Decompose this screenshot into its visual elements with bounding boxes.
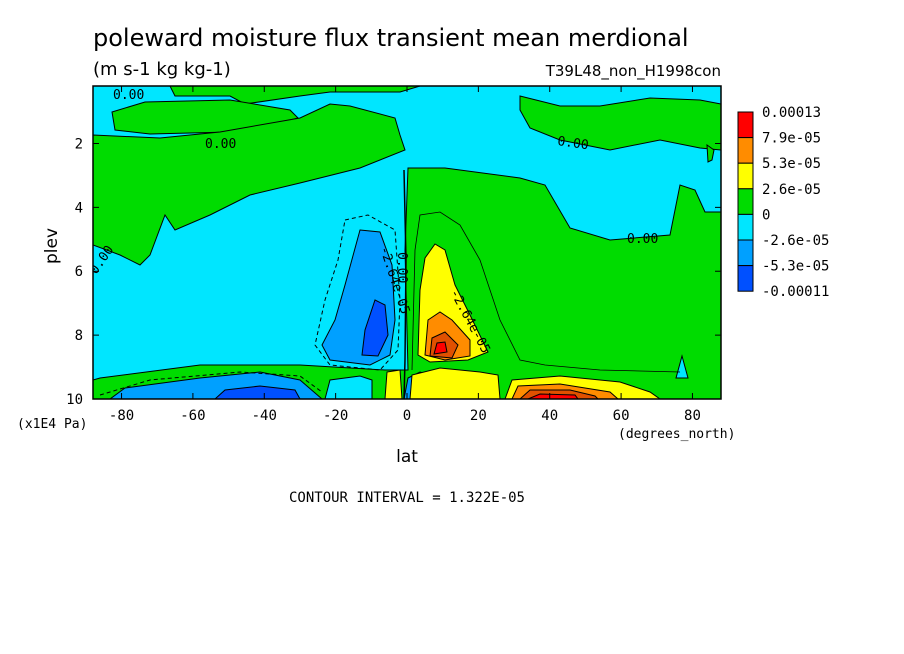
chart-title: poleward moisture flux transient mean me…: [93, 24, 689, 52]
y-axis-label: plev: [42, 228, 62, 264]
x-tick-label: -40: [252, 408, 277, 424]
y-tick-label: 2: [75, 136, 83, 152]
x-tick-label: 60: [613, 408, 630, 424]
legend-swatch: [737, 162, 754, 190]
cyan-spike-right: [675, 354, 689, 379]
x-tick-label: 40: [541, 408, 558, 424]
y-tick-label: 8: [75, 328, 83, 344]
equator-line: [403, 169, 407, 399]
contour-label: 0.00: [394, 252, 409, 283]
legend-swatch: [737, 239, 754, 267]
y-tick-label: 6: [75, 264, 83, 280]
cyan-equator-lower: [324, 375, 373, 399]
yellow-band-lower: [409, 367, 501, 399]
yellow-pocket-equator: [384, 369, 403, 399]
color-legend: 0.00013 7.9e-05 5.3e-05 2.6e-05 0 -2.6e-05 -5.…: [737, 105, 829, 300]
contour-label: 0.00: [205, 137, 236, 152]
legend-swatch: [737, 111, 754, 139]
x-tick-label: 0: [403, 408, 411, 424]
chart-subtitle: (m s-1 kg kg-1): [93, 59, 231, 80]
legend-label: 7.9e-05: [762, 131, 821, 147]
contour-label: 0.00: [627, 232, 658, 247]
x-tick-label: 20: [470, 408, 487, 424]
thin-contour-right: [411, 211, 681, 373]
contour-label: 0.00: [556, 134, 589, 153]
run-label: T39L48_non_H1998con: [545, 62, 721, 81]
green-band-left: [93, 103, 406, 266]
contour-interval: CONTOUR INTERVAL = 1.322E-05: [289, 490, 525, 506]
legend-label: 0.00013: [762, 105, 821, 121]
legend-label: 0: [762, 207, 770, 223]
red-band-mid: [527, 393, 579, 399]
contour-label: 0.00: [113, 88, 144, 103]
legend-swatch: [737, 213, 754, 241]
x-axis: -80 -60 -40 -20 0 20 40 60 80: [109, 86, 701, 424]
green-pocket-right: [706, 143, 715, 163]
legend-label: 5.3e-05: [762, 156, 821, 172]
x-axis-units: (degrees_north): [618, 427, 735, 442]
legend-swatch: [737, 137, 754, 164]
legend-label: -2.6e-05: [762, 233, 829, 249]
legend-label: -0.00011: [762, 284, 829, 300]
y-axis-units: (x1E4 Pa): [17, 417, 87, 432]
y-axis: 2 4 6 8 10: [66, 136, 721, 408]
legend-swatch: [737, 265, 754, 292]
blue-core-upper: [361, 299, 389, 357]
blue-core-lower: [214, 385, 301, 399]
x-tick-label: -60: [180, 408, 205, 424]
legend-label: 2.6e-05: [762, 182, 821, 198]
y-tick-label: 10: [66, 392, 83, 408]
legend-swatch: [737, 188, 754, 215]
contour-field: 0.00 0.00 0.00 0.00 0.00 0.00 -2.64e-05 …: [93, 86, 721, 399]
dashed-contour-lower: [99, 371, 323, 396]
x-tick-label: -80: [109, 408, 134, 424]
dashed-contour-left: [314, 214, 401, 371]
y-tick-label: 4: [75, 200, 83, 216]
x-tick-label: -20: [323, 408, 348, 424]
red-core: [433, 341, 448, 355]
legend-label: -5.3e-05: [762, 259, 829, 275]
x-axis-label: lat: [396, 447, 418, 467]
x-tick-label: 80: [684, 408, 701, 424]
